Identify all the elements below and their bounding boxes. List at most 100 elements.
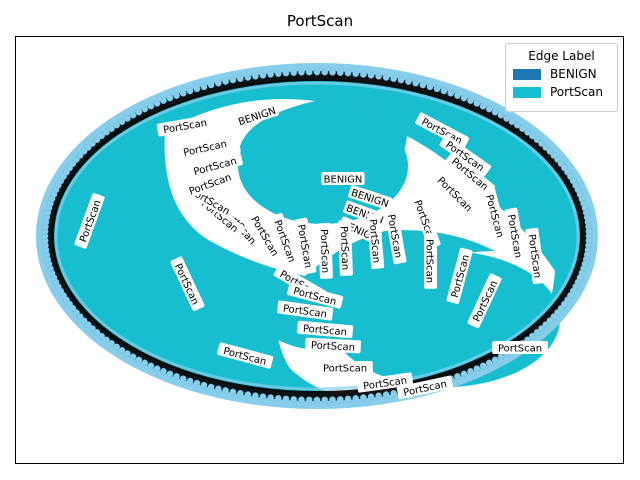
edge-label-bg bbox=[305, 337, 362, 354]
node bbox=[375, 72, 382, 80]
node bbox=[454, 373, 461, 380]
node bbox=[222, 78, 229, 85]
node bbox=[485, 359, 493, 367]
legend-label-benign: BENIGN bbox=[550, 67, 597, 81]
node bbox=[141, 105, 149, 113]
node bbox=[237, 390, 244, 397]
node bbox=[69, 160, 77, 167]
node bbox=[419, 81, 427, 89]
node bbox=[514, 121, 521, 129]
node bbox=[460, 370, 468, 378]
edge-label-bg bbox=[217, 342, 274, 369]
node bbox=[497, 111, 505, 119]
node bbox=[222, 387, 229, 394]
node bbox=[360, 394, 367, 401]
node bbox=[98, 132, 105, 140]
node bbox=[382, 74, 390, 81]
edge-label: PortScan bbox=[318, 223, 333, 279]
edge-label-text: PortScan bbox=[302, 324, 347, 339]
node bbox=[113, 121, 120, 129]
node bbox=[479, 362, 487, 370]
node bbox=[542, 143, 550, 151]
node bbox=[397, 76, 405, 84]
legend-item-benign: BENIGN bbox=[513, 67, 617, 81]
legend: Edge Label BENIGN PortScan bbox=[505, 43, 618, 112]
node bbox=[89, 140, 96, 147]
node bbox=[166, 94, 174, 102]
edge-label-bg bbox=[439, 135, 492, 177]
node bbox=[193, 85, 201, 93]
edge-label-bg bbox=[317, 361, 373, 374]
edge-label-bg bbox=[415, 112, 470, 149]
node bbox=[124, 350, 131, 357]
node bbox=[118, 118, 126, 126]
node-ring bbox=[36, 63, 598, 409]
node bbox=[118, 346, 126, 354]
node bbox=[529, 132, 536, 140]
node bbox=[360, 71, 367, 78]
node bbox=[141, 359, 149, 367]
node bbox=[290, 69, 298, 76]
node bbox=[173, 92, 180, 99]
node bbox=[267, 394, 274, 401]
node bbox=[80, 147, 88, 155]
edge-label-bg bbox=[318, 223, 333, 279]
node bbox=[229, 388, 237, 396]
edge-label-bg bbox=[170, 256, 205, 312]
node bbox=[108, 340, 115, 347]
node bbox=[344, 69, 352, 77]
node bbox=[200, 381, 208, 389]
edge-label-bg bbox=[504, 207, 527, 265]
node bbox=[313, 68, 321, 76]
node bbox=[433, 85, 441, 93]
node bbox=[305, 68, 313, 76]
node bbox=[89, 325, 96, 332]
edge-label: PortScan bbox=[424, 233, 437, 289]
node bbox=[329, 68, 336, 76]
node bbox=[147, 102, 155, 110]
node bbox=[585, 227, 593, 235]
edge-label-bg bbox=[176, 135, 234, 160]
node bbox=[135, 356, 143, 364]
node bbox=[447, 89, 455, 97]
node bbox=[382, 391, 390, 398]
node bbox=[108, 125, 115, 132]
node bbox=[467, 97, 474, 104]
edge-label: PortScan bbox=[366, 212, 385, 270]
node bbox=[214, 79, 222, 87]
legend-swatch-benign bbox=[513, 68, 541, 80]
node bbox=[538, 140, 545, 147]
edge-label-text: PortScan bbox=[498, 344, 542, 355]
node bbox=[244, 74, 252, 81]
node bbox=[524, 128, 531, 136]
node bbox=[179, 375, 187, 383]
edge-label-bg bbox=[356, 372, 414, 393]
edge-label-text: PortScan bbox=[338, 226, 351, 270]
node bbox=[259, 71, 267, 79]
edge-label-text: PortScan bbox=[311, 340, 356, 353]
node bbox=[84, 143, 92, 151]
node bbox=[244, 391, 252, 398]
node bbox=[267, 71, 274, 78]
node bbox=[113, 343, 120, 351]
node bbox=[84, 321, 92, 329]
node bbox=[390, 390, 397, 397]
edge-label-bg bbox=[287, 282, 344, 309]
plot-frame bbox=[15, 36, 624, 464]
edge-label-bg bbox=[338, 220, 353, 276]
node-inner-halo bbox=[54, 81, 580, 391]
node bbox=[336, 396, 344, 403]
node bbox=[93, 329, 101, 336]
node bbox=[124, 115, 131, 122]
edge-label-bg bbox=[276, 300, 334, 321]
node bbox=[193, 379, 201, 387]
node bbox=[207, 383, 215, 391]
node bbox=[491, 356, 499, 364]
node bbox=[467, 368, 474, 375]
node bbox=[390, 75, 397, 82]
node bbox=[153, 365, 161, 373]
edge-label-bg bbox=[525, 227, 546, 285]
node bbox=[329, 396, 336, 404]
edge-label-bg bbox=[366, 212, 385, 270]
node bbox=[554, 156, 561, 163]
